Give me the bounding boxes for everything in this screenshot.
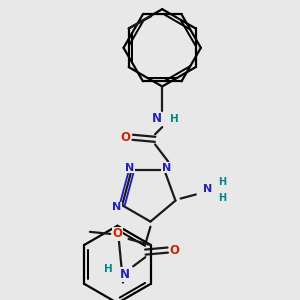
Text: H: H	[170, 114, 179, 124]
Text: N: N	[203, 184, 213, 194]
Text: O: O	[121, 131, 130, 144]
Text: H: H	[218, 177, 226, 187]
Text: N: N	[125, 163, 134, 173]
Text: O: O	[170, 244, 180, 256]
Text: N: N	[112, 202, 122, 212]
Text: O: O	[112, 227, 122, 240]
Text: N: N	[152, 112, 162, 125]
Text: H: H	[218, 193, 226, 202]
Text: N: N	[162, 163, 171, 173]
Text: N: N	[120, 268, 130, 281]
Text: H: H	[104, 264, 113, 274]
